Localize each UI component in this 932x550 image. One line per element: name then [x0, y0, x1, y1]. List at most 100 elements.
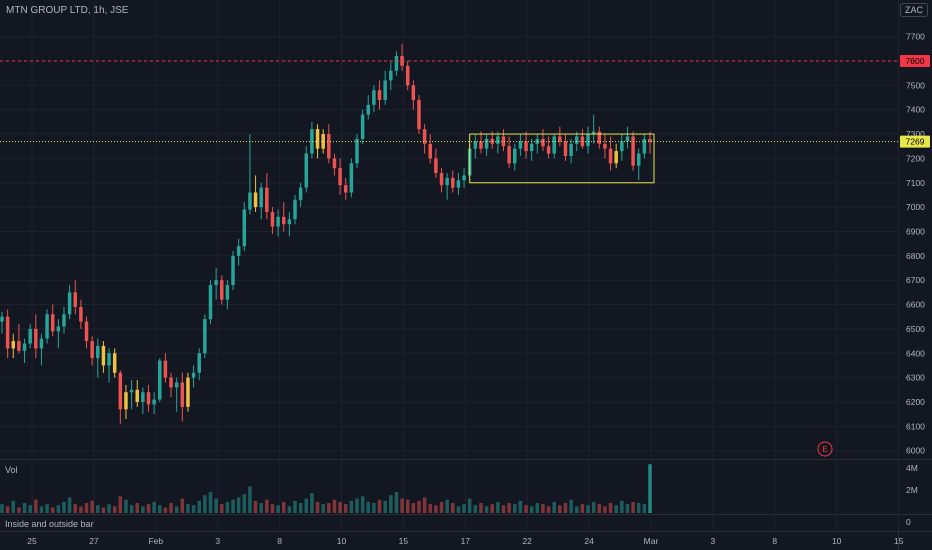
candle-body [186, 377, 190, 407]
volume-bar [456, 506, 461, 513]
price-tick-label: 6600 [906, 300, 925, 310]
volume-bar [620, 500, 624, 513]
volume-bar [112, 506, 117, 513]
candle-body [377, 90, 382, 100]
volume-bar [529, 506, 534, 513]
candle-body [146, 392, 151, 405]
price-tick-label: 6200 [906, 397, 925, 407]
volume-bar [293, 500, 297, 513]
candle-body [575, 136, 579, 144]
volume-bar [332, 499, 337, 513]
candle-body [552, 136, 556, 154]
indicator-label: Inside and outside bar [5, 519, 94, 529]
volume-bar [546, 506, 551, 513]
candle-body [191, 372, 196, 378]
volume-bar [422, 497, 427, 513]
candle-body [518, 141, 523, 149]
price-tick-label: 6400 [906, 348, 925, 358]
volume-bar [174, 506, 179, 513]
candle-body [310, 129, 314, 154]
candle-body [648, 138, 652, 142]
candle-body [208, 285, 213, 320]
candle-body [248, 192, 252, 210]
candle-body [152, 399, 156, 405]
candle-body [17, 341, 21, 351]
candle-body [124, 392, 128, 410]
volume-bar [642, 504, 647, 513]
price-tick-label: 7700 [906, 32, 925, 42]
candle-body [321, 134, 325, 149]
candle-body [242, 209, 247, 247]
currency-button[interactable]: ZAC [900, 3, 928, 17]
volume-bar [180, 498, 185, 513]
volume-bar [608, 503, 613, 513]
volume-bar [343, 504, 348, 513]
volume-bar [513, 504, 517, 513]
time-tick-label: 15 [894, 536, 904, 546]
candle-body [513, 148, 517, 164]
candle-body [62, 314, 66, 327]
candle-body [597, 131, 602, 144]
candle-body [360, 114, 365, 139]
volume-bar [597, 504, 602, 513]
volume-bar [50, 507, 55, 513]
time-tick-label: 22 [522, 536, 532, 546]
volume-bar [552, 501, 556, 513]
price-label-box [900, 54, 930, 67]
volume-bar [445, 499, 449, 513]
candle-body [349, 163, 354, 193]
candle-body [405, 65, 410, 86]
price-tick-label: 6000 [906, 446, 925, 456]
volume-bar [191, 505, 196, 513]
volume-bar [575, 506, 579, 513]
candle-body [11, 341, 16, 349]
volume-bar [591, 501, 596, 513]
volume-bar [298, 503, 303, 513]
candle-body [496, 136, 500, 144]
volume-bar [439, 501, 444, 513]
volume-bar [265, 499, 269, 513]
candle-body [180, 382, 185, 407]
candle-body [34, 328, 38, 349]
volume-bar [321, 504, 325, 513]
candle-body [603, 143, 607, 149]
volume-bar [377, 499, 382, 513]
volume-bar [248, 486, 252, 513]
time-tick-label: 3 [215, 536, 220, 546]
price-tick-label: 7500 [906, 80, 925, 90]
volume-bar [152, 501, 156, 513]
earnings-event-label: E [822, 445, 827, 454]
volume-bar [360, 496, 365, 513]
volume-bar [270, 504, 275, 513]
candle-body [101, 345, 106, 366]
volume-bar [580, 504, 585, 513]
candle-body [203, 319, 207, 354]
volume-bar [208, 491, 213, 513]
candle-body [84, 321, 89, 342]
time-tick-label: Feb [148, 536, 163, 546]
candle-body [39, 338, 44, 349]
volume-bar [124, 499, 128, 513]
candle-body [327, 134, 331, 159]
candle-body [174, 382, 179, 388]
volume-label: Vol [5, 465, 18, 475]
volume-bar [67, 497, 72, 513]
volume-bar [11, 500, 16, 513]
candle-body [45, 314, 49, 339]
volume-bar [34, 499, 38, 513]
volume-bar [73, 504, 77, 513]
candle-body [389, 70, 393, 81]
time-tick-label: 17 [461, 536, 471, 546]
candle-body [332, 158, 337, 169]
volume-bar [366, 501, 371, 513]
volume-bar [524, 505, 528, 513]
candle-body [439, 173, 444, 186]
candle-body [56, 326, 61, 332]
candle-body [631, 136, 635, 166]
candle-body [287, 219, 292, 225]
candle-body [428, 143, 432, 159]
candle-body [524, 141, 528, 152]
candle-body [163, 360, 168, 378]
volume-bar [383, 500, 387, 513]
